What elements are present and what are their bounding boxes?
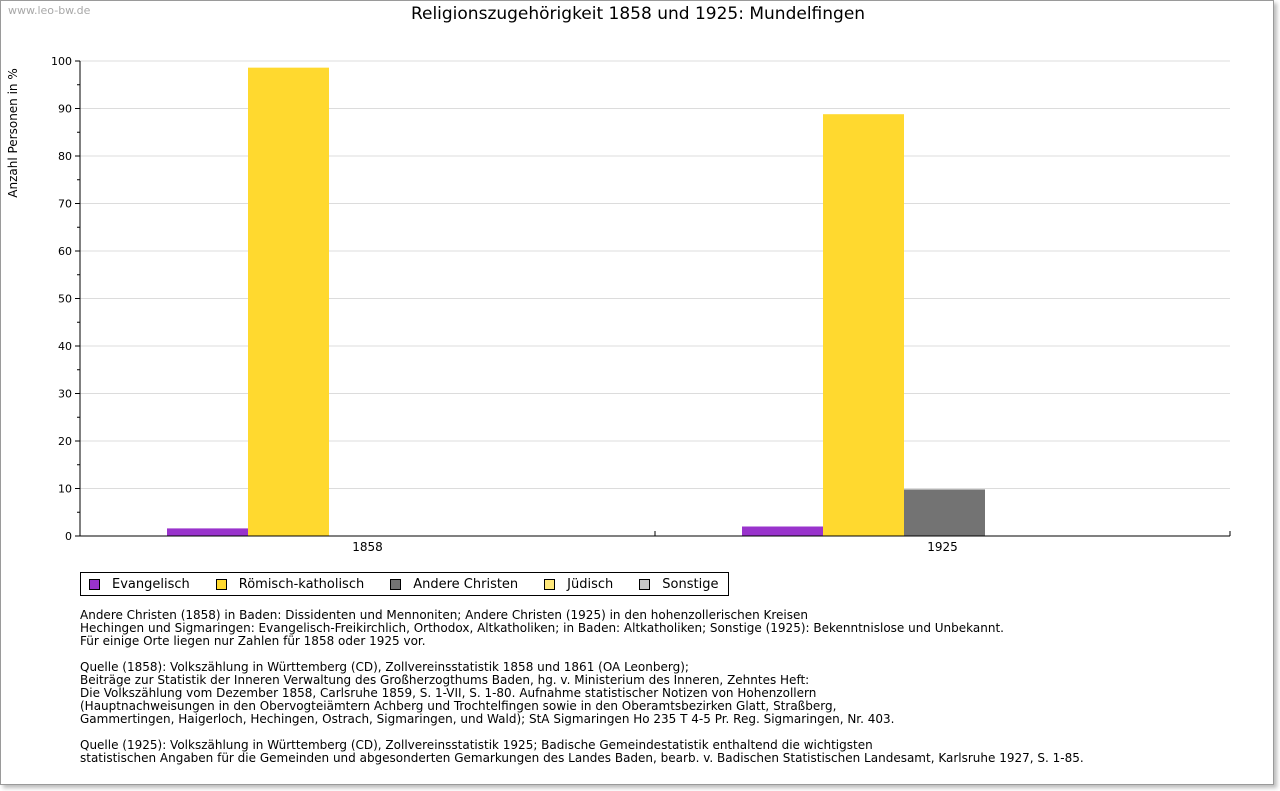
y-tick-label: 50: [58, 293, 72, 306]
y-tick-label: 40: [58, 340, 72, 353]
note-definitions: Andere Christen (1858) in Baden: Disside…: [80, 609, 1004, 648]
note-line: (Hauptnachweisungen in den Obervogteiämt…: [80, 699, 837, 713]
y-tick-label: 60: [58, 245, 72, 258]
y-tick-label: 80: [58, 150, 72, 163]
legend-label: Evangelisch: [112, 576, 190, 592]
legend-item: Jüdisch: [544, 577, 613, 592]
y-tick-label: 10: [58, 483, 72, 496]
note-line: Gammertingen, Haigerloch, Hechingen, Ost…: [80, 712, 895, 726]
y-tick-label: 90: [58, 103, 72, 116]
legend-label: Römisch-katholisch: [238, 576, 365, 592]
y-axis-label: Anzahl Personen in %: [6, 68, 20, 198]
watermark: www.leo-bw.de: [8, 4, 91, 17]
legend-swatch: [639, 578, 651, 590]
legend-swatch: [544, 578, 556, 590]
y-tick-label: 0: [65, 530, 72, 543]
legend-label: Andere Christen: [413, 576, 519, 592]
legend-item: Römisch-katholisch: [215, 576, 365, 592]
legend-label: Sonstige: [662, 576, 719, 592]
note-line: Die Volkszählung vom Dezember 1858, Carl…: [80, 686, 817, 700]
legend-swatch: [215, 578, 227, 590]
legend-swatch: [89, 578, 100, 590]
legend-swatch: [390, 578, 402, 590]
note-line: Quelle (1858): Volkszählung in Württembe…: [80, 660, 689, 674]
note-line: Quelle (1925): Volkszählung in Württembe…: [80, 738, 873, 752]
note-source-1925: Quelle (1925): Volkszählung in Württembe…: [80, 739, 1084, 765]
bar-evangelisch-1858: [167, 528, 248, 536]
note-line: Hechingen und Sigmaringen: Evangelisch-F…: [80, 621, 1004, 635]
note-line: Für einige Orte liegen nur Zahlen für 18…: [80, 634, 426, 648]
x-tick-label: 1925: [927, 540, 958, 554]
note-source-1858: Quelle (1858): Volkszählung in Württembe…: [80, 661, 894, 726]
bar-evangelisch-1925: [742, 526, 823, 536]
chart-plot: 0 10 20 30 40 50 60 70 80 90 100 1858 1925 Anzahl Pe…: [6, 55, 1231, 554]
x-tick-label: 1858: [352, 540, 383, 554]
y-tick-label: 20: [58, 435, 72, 448]
legend-item: Evangelisch: [89, 577, 190, 592]
chart-title: Religionszugehörigkeit 1858 und 1925: Mu…: [410, 4, 866, 24]
note-line: Beiträge zur Statistik der Inneren Verwa…: [80, 673, 810, 687]
legend-item: Andere Christen: [390, 577, 518, 592]
note-line: statistischen Angaben für die Gemeinden …: [80, 751, 1084, 765]
y-tick-label: 100: [51, 55, 72, 68]
bar-r-misch-katholisch-1858: [248, 67, 329, 537]
legend: Evangelisch Römisch-katholisch Andere Chri…: [80, 572, 730, 596]
note-line: Andere Christen (1858) in Baden: Disside…: [80, 608, 808, 622]
bar-r-misch-katholisch-1925: [823, 114, 904, 536]
y-tick-label: 70: [58, 198, 72, 211]
legend-item: Sonstige: [639, 577, 718, 592]
bar-andere-christen-1925: [904, 489, 985, 536]
y-tick-label: 30: [58, 388, 72, 401]
legend-label: Jüdisch: [567, 576, 614, 592]
